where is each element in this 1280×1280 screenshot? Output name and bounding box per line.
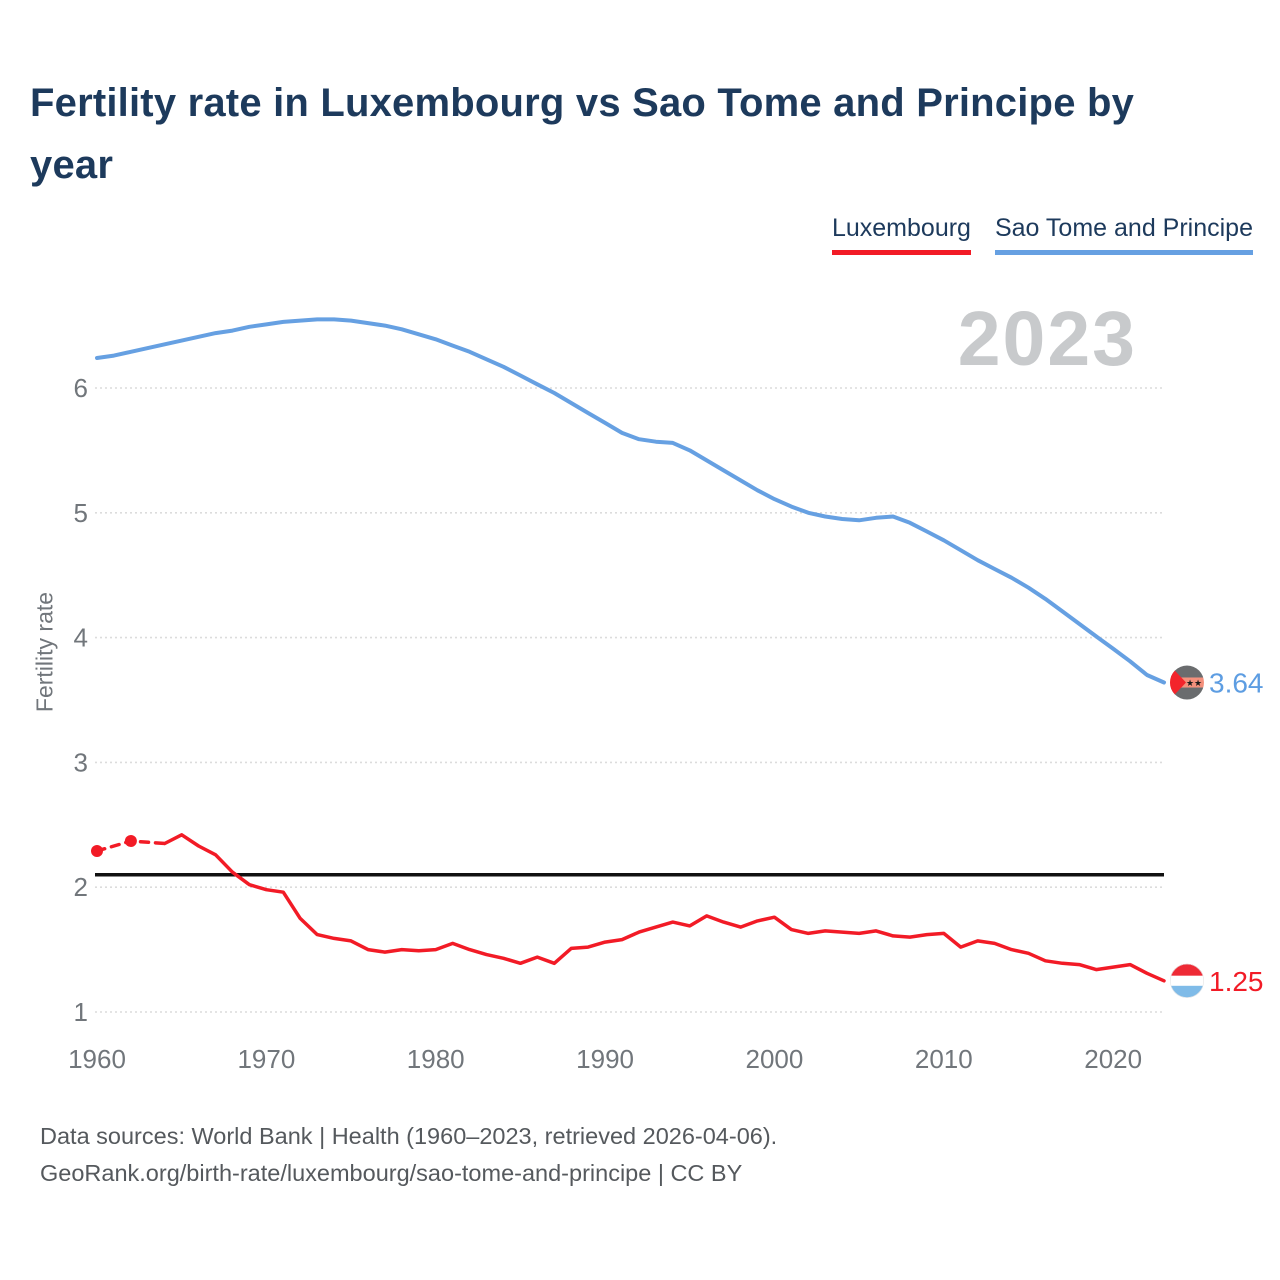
y-tick-label: 5 (74, 498, 88, 528)
watermark-year: 2023 (957, 296, 1137, 382)
attribution-text: GeoRank.org/birth-rate/luxembourg/sao-to… (40, 1160, 743, 1186)
svg-text:★: ★ (1186, 678, 1194, 688)
chart-title: Fertility rate in Luxembourg vs Sao Tome… (30, 81, 1135, 187)
x-tick-label: 1960 (68, 1044, 126, 1074)
x-tick-label: 2010 (915, 1044, 973, 1074)
sao-tome-flag-icon: ★ ★ (1170, 665, 1204, 700)
y-tick-label: 1 (74, 997, 88, 1027)
end-value-label-luxembourg: 1.25 (1209, 966, 1264, 997)
x-tick-label: 1980 (407, 1044, 465, 1074)
y-tick-label: 2 (74, 872, 88, 902)
x-tick-label: 2020 (1084, 1044, 1142, 1074)
luxembourg-data-point-dot (91, 845, 103, 858)
luxembourg-data-point-dot (124, 835, 137, 848)
end-value-label-sao-tome: 3.64 (1209, 668, 1264, 699)
data-sources-text: Data sources: World Bank | Health (1960–… (40, 1123, 778, 1149)
legend: Luxembourg Sao Tome and Principe (831, 214, 1253, 255)
luxembourg-flag-icon (1170, 963, 1204, 998)
x-tick-label: 1990 (576, 1044, 634, 1074)
footer: Data sources: World Bank | Health (1960–… (40, 1118, 777, 1192)
y-tick-label: 3 (74, 747, 88, 777)
y-tick-label: 4 (74, 623, 88, 653)
legend-item-sao-tome-and-principe[interactable]: Sao Tome and Principe (994, 214, 1253, 255)
x-tick-label: 2000 (746, 1044, 804, 1074)
legend-item-luxembourg[interactable]: Luxembourg (831, 214, 971, 255)
y-tick-label: 6 (74, 373, 88, 403)
x-tick-label: 1970 (237, 1044, 295, 1074)
sao-tome-line (95, 317, 1166, 685)
svg-text:★: ★ (1194, 678, 1202, 688)
luxembourg-line (162, 833, 1166, 983)
